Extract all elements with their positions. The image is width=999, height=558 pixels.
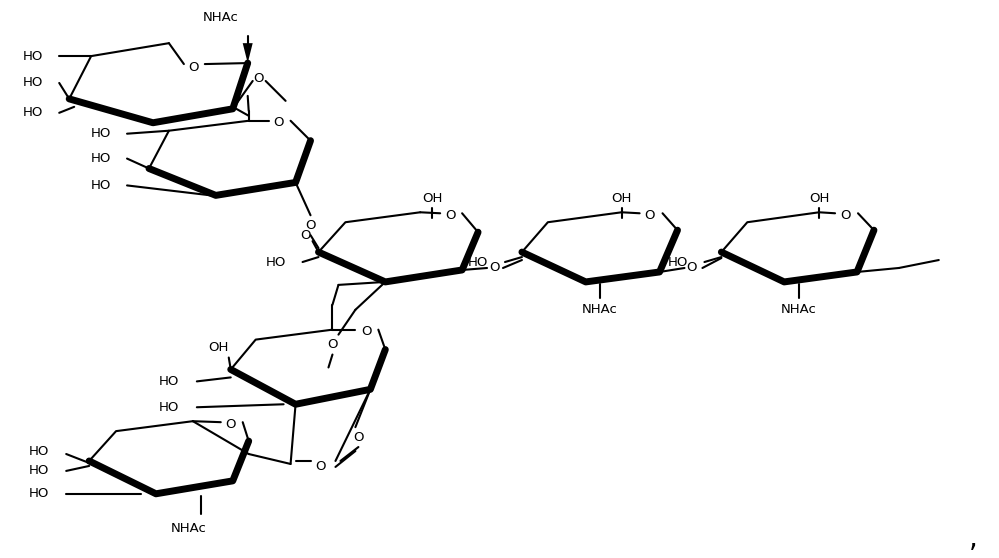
Text: HO: HO [159,375,179,388]
Text: HO: HO [23,50,44,62]
Text: O: O [226,418,236,431]
Text: HO: HO [159,401,179,413]
Text: HO: HO [91,179,111,192]
Text: O: O [353,431,364,444]
Text: HO: HO [667,256,687,268]
Text: O: O [301,229,311,242]
Text: O: O [306,219,316,232]
Text: O: O [644,209,654,222]
Text: OH: OH [809,192,829,205]
Text: HO: HO [468,256,489,268]
Text: HO: HO [91,127,111,140]
Text: O: O [189,61,199,74]
Text: NHAc: NHAc [781,303,817,316]
Text: NHAc: NHAc [171,522,207,535]
Text: O: O [254,73,264,85]
Text: HO: HO [91,152,111,165]
Text: O: O [489,262,500,275]
Polygon shape [243,43,253,63]
Text: ,: , [969,525,978,552]
Text: O: O [316,460,326,473]
Text: O: O [445,209,456,222]
Text: NHAc: NHAc [581,303,617,316]
Text: NHAc: NHAc [203,11,239,24]
Text: O: O [686,262,696,275]
Text: OH: OH [209,341,229,354]
Text: HO: HO [29,445,50,458]
Text: HO: HO [23,76,44,89]
Text: HO: HO [29,464,50,478]
Text: OH: OH [422,192,443,205]
Text: O: O [361,325,372,338]
Text: HO: HO [266,256,286,268]
Text: HO: HO [29,487,50,501]
Text: O: O [840,209,850,222]
Text: OH: OH [611,192,631,205]
Text: O: O [328,338,338,351]
Text: HO: HO [23,107,44,119]
Text: O: O [274,116,284,129]
